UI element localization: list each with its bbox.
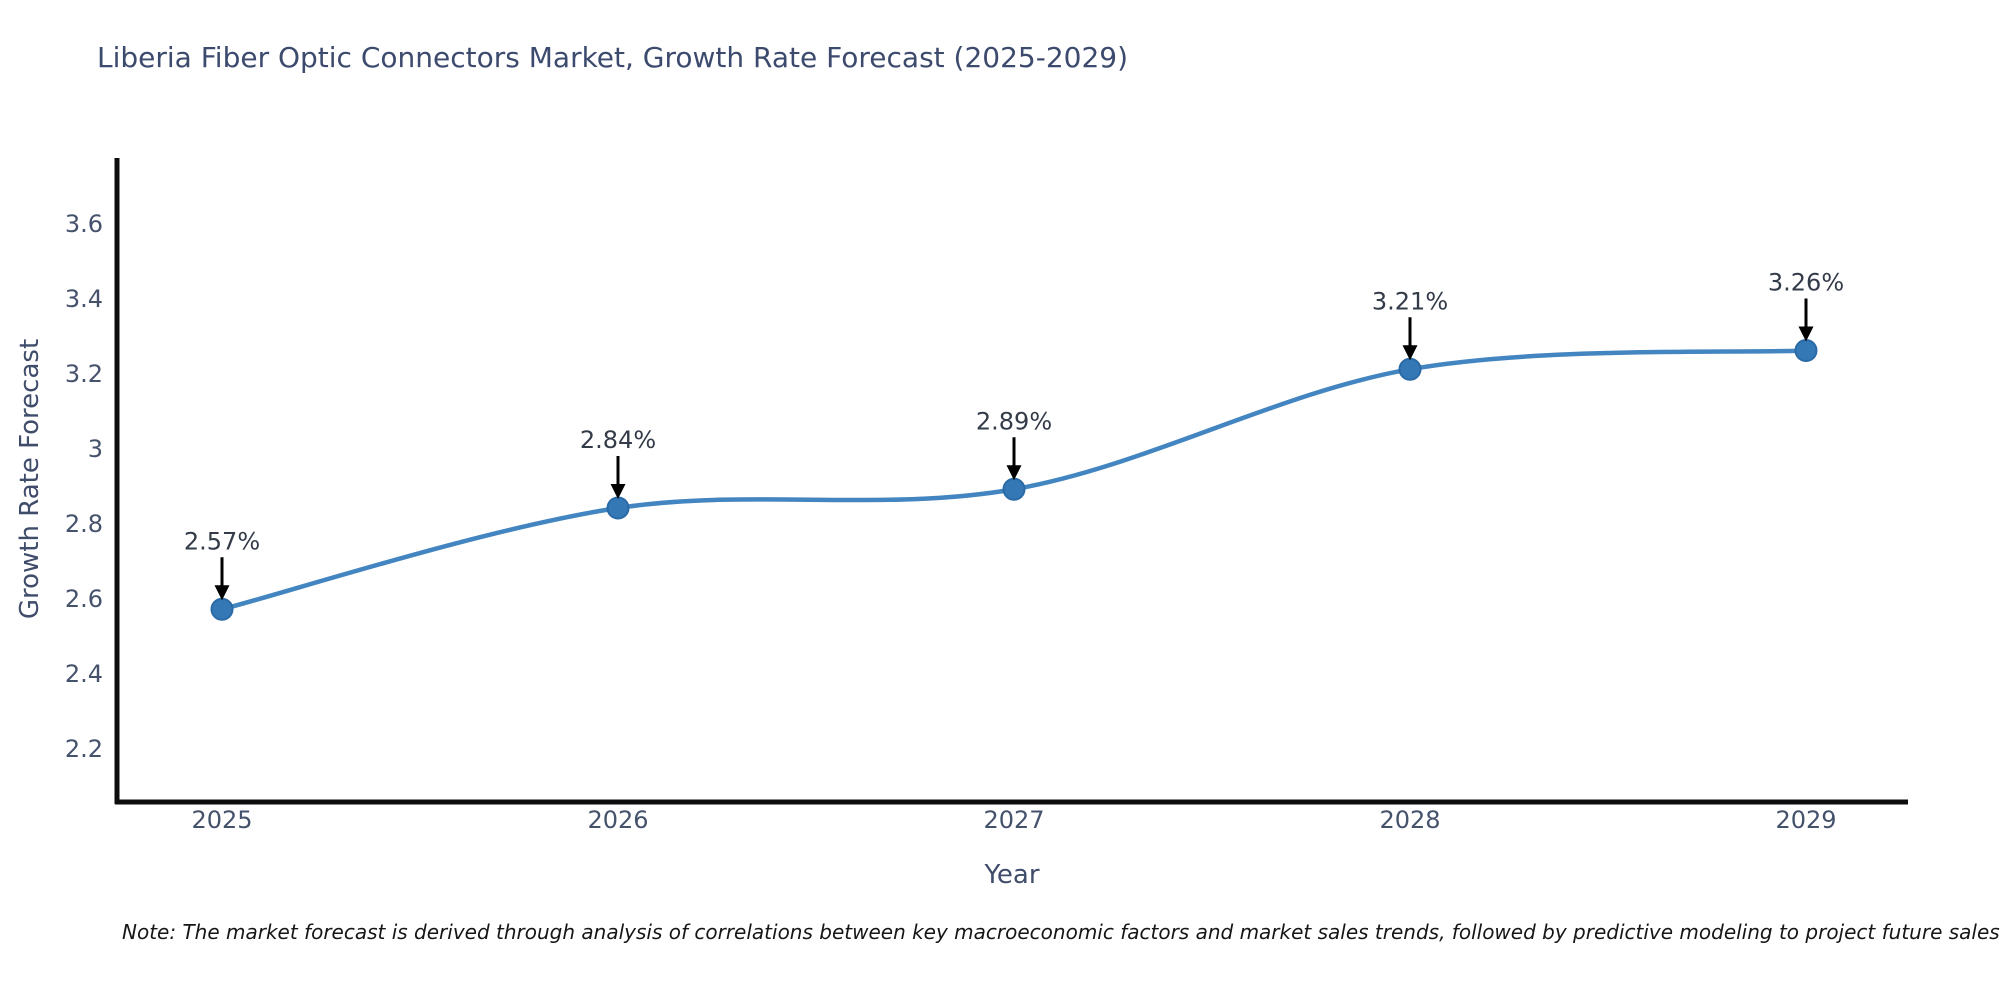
x-tick-label: 2026 [587, 806, 648, 834]
y-tick-label: 2.6 [65, 585, 103, 613]
y-tick-label: 2.4 [65, 660, 103, 688]
annotation-arrowhead [214, 585, 230, 601]
x-axis-title: Year [983, 860, 1039, 890]
point-value-label: 2.57% [184, 527, 260, 555]
x-tick-label: 2029 [1775, 806, 1836, 834]
x-tick-label: 2027 [983, 806, 1044, 834]
plot-area: 2.2 2.4 2.6 2.8 3 3.2 3.4 3.6 2025 2026 2027 2028 20… [65, 210, 1844, 834]
data-point-marker [606, 496, 630, 520]
footnote: Note: The market forecast is derived thr… [122, 920, 2000, 944]
data-point-marker [1794, 339, 1818, 362]
point-value-label: 3.21% [1372, 287, 1448, 315]
x-tick-label: 2028 [1379, 806, 1440, 834]
y-tick-label: 3 [88, 435, 103, 463]
annotation-arrowhead [610, 484, 626, 499]
y-tick-label: 2.2 [65, 735, 103, 763]
chart-title: Liberia Fiber Optic Connectors Market, G… [97, 41, 1128, 74]
y-tick-label: 3.6 [65, 210, 103, 238]
data-point-marker [1398, 357, 1422, 381]
annotation-arrowhead [1798, 326, 1814, 342]
annotation-arrowhead [1402, 345, 1418, 361]
y-tick-label: 3.4 [65, 285, 103, 313]
point-value-label: 2.89% [976, 407, 1052, 435]
y-axis-title: Growth Rate Forecast [15, 339, 45, 619]
y-tick-label: 2.8 [65, 510, 103, 538]
x-tick-label: 2025 [191, 806, 252, 834]
point-value-label: 2.84% [580, 426, 656, 454]
annotation-arrowhead [1006, 465, 1022, 481]
data-point-marker [210, 597, 234, 621]
y-tick-label: 3.2 [65, 360, 103, 388]
data-point-marker [1002, 477, 1026, 501]
point-value-label: 3.26% [1768, 269, 1844, 297]
